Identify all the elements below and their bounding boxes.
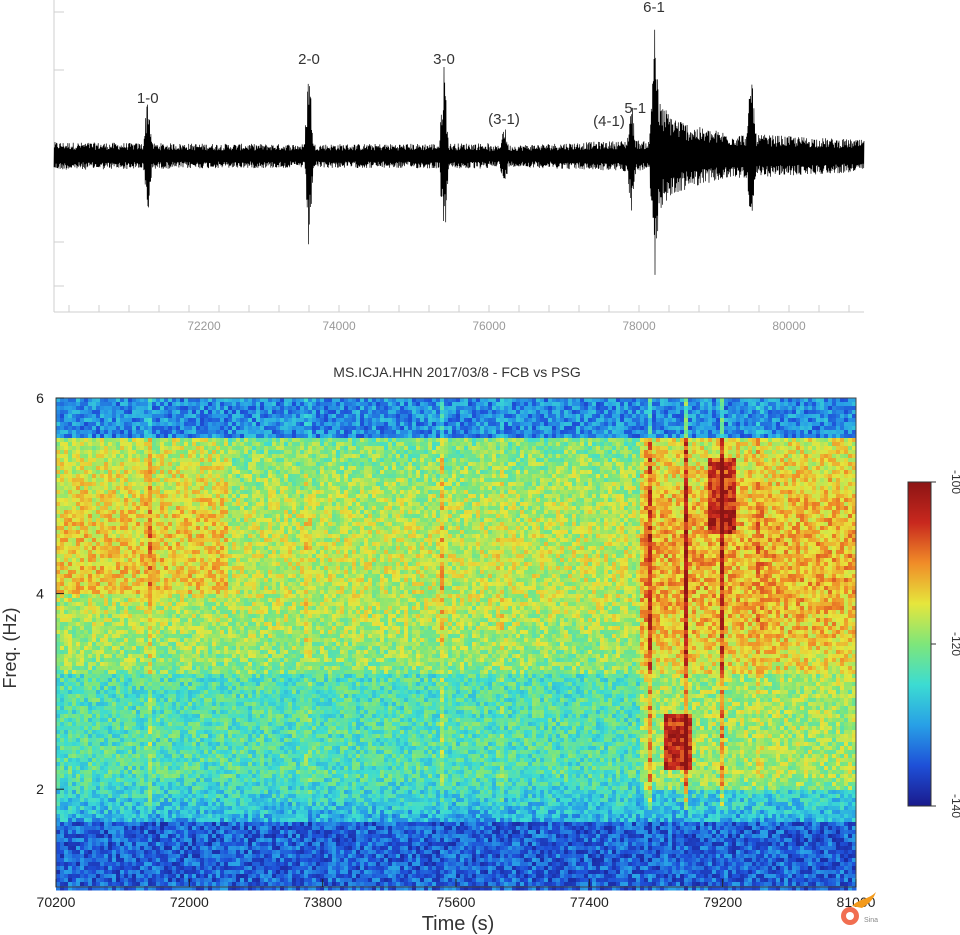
colorbar-ticks: -100 -120 -140 [931, 470, 960, 818]
spectrogram-image [56, 398, 857, 891]
seismogram-annotation: (3-1) [488, 111, 520, 128]
seismogram-annotation: (4-1) [593, 113, 625, 130]
spectrogram-y-ticks: 2 4 6 [36, 390, 64, 797]
seismogram-annotation: 2-0 [298, 51, 320, 68]
spectrogram-x-tick-label: 79200 [703, 894, 742, 910]
watermark-text: Sina [864, 917, 878, 924]
spectrogram-x-tick-label: 81000 [837, 894, 876, 910]
seismogram-panel: 72200 74000 76000 78000 80000 1-0 2-0 3-0 (3-1)… [53, 0, 865, 333]
seismogram-trace [53, 29, 865, 275]
seismogram-x-ticks: 72200 74000 76000 78000 80000 [68, 305, 850, 333]
seismogram-x-tick-label: 76000 [472, 319, 506, 333]
spectrogram-x-tick-label: 73800 [303, 894, 342, 910]
spectrogram-title: MS.ICJA.HHN 2017/03/8 - FCB vs PSG [333, 364, 580, 380]
spectrogram-x-label: Time (s) [422, 913, 495, 935]
spectrogram-x-tick-label: 75600 [437, 894, 476, 910]
watermark-logo: Sina [841, 892, 878, 925]
seismogram-x-tick-label: 78000 [622, 319, 656, 333]
colorbar-tick-label: -120 [949, 632, 960, 656]
colorbar-tick-label: -100 [949, 470, 960, 494]
colorbar [907, 481, 932, 807]
seismogram-annotations: 1-0 2-0 3-0 (3-1) (4-1)5-1 6-1 [137, 0, 665, 130]
spectrogram-panel: MS.ICJA.HHN 2017/03/8 - FCB vs PSG 70200… [0, 364, 960, 935]
seismogram-annotation: 3-0 [433, 51, 455, 68]
seismogram-annotation: 5-1 [624, 100, 646, 117]
spectrogram-x-tick-label: 70200 [37, 894, 76, 910]
spectrogram-x-ticks: 70200 72000 73800 75600 77400 79200 81000 [37, 879, 876, 910]
seismogram-x-tick-label: 74000 [322, 319, 356, 333]
seismogram-x-tick-label: 72200 [187, 319, 221, 333]
seismogram-annotation: 6-1 [643, 0, 665, 16]
spectrogram-y-tick-label: 2 [36, 781, 44, 797]
seismogram-annotation: 1-0 [137, 90, 159, 107]
spectrogram-x-tick-label: 77400 [570, 894, 609, 910]
spectrogram-y-tick-label: 6 [36, 390, 44, 406]
watermark-flame-icon [852, 892, 876, 908]
spectrogram-y-tick-label: 4 [36, 586, 44, 602]
seismogram-x-tick-label: 80000 [772, 319, 806, 333]
spectrogram-y-label: Freq. (Hz) [0, 608, 20, 689]
spectrogram-x-tick-label: 72000 [170, 894, 209, 910]
colorbar-tick-label: -140 [949, 794, 960, 818]
